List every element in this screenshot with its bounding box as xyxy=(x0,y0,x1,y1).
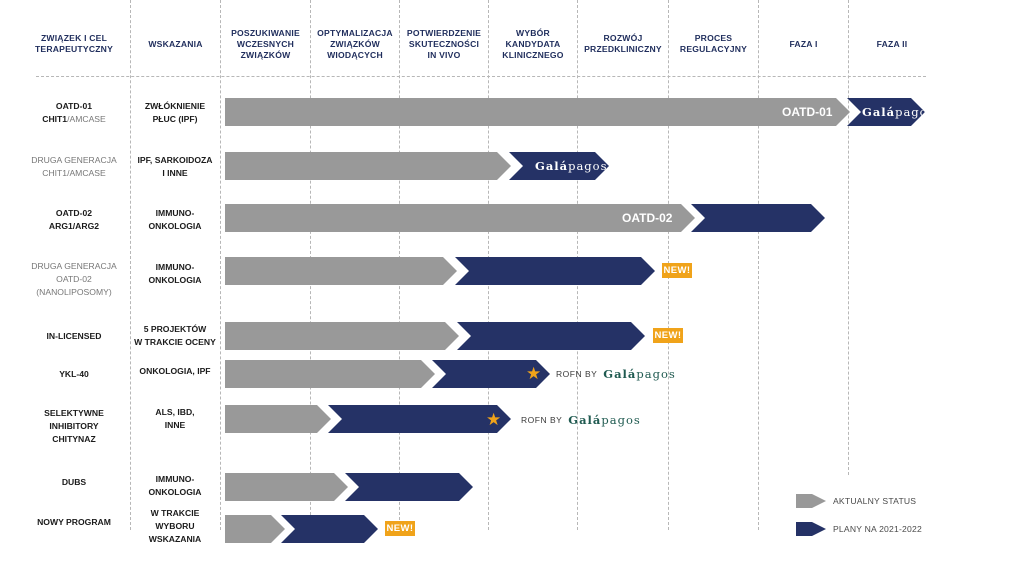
galapagos-logo: Galá pagos xyxy=(535,159,608,173)
compound-label: OATD-01 CHIT1/AMCASE xyxy=(20,98,128,128)
compound-label: DUBS xyxy=(61,476,87,487)
legend-current-label: AKTUALNY STATUS xyxy=(833,496,917,506)
indication-label: IMMUNO- ONKOLOGIA xyxy=(148,208,202,231)
plans-bar xyxy=(455,257,655,285)
compound-name: DRUGA GENERACJA OATD-02 (NANOLIPOSOMY) xyxy=(31,260,117,297)
current-status-bar xyxy=(225,360,435,388)
galapagos-logo: ROFN BY Galá pagos xyxy=(556,367,676,381)
rofn-label: ROFN BY xyxy=(556,369,598,379)
column-divider xyxy=(220,0,221,530)
current-status-bar xyxy=(225,98,850,126)
new-badge: NEW! xyxy=(653,328,683,343)
compound-label: DRUGA GENERACJA OATD-02 (NANOLIPOSOMY) xyxy=(20,259,128,299)
legend-plans-swatch xyxy=(796,522,826,536)
header-compound: ZWIĄZEK I CEL TERAPEUTYCZNY xyxy=(34,33,114,54)
column-divider xyxy=(848,0,849,475)
indication-label: ZWŁÓKNIENIE PŁUC (IPF) xyxy=(144,101,206,124)
compound-name: OATD-01 CHIT1 xyxy=(42,101,93,124)
header-regulatory: PROCES REGULACYJNY xyxy=(679,33,748,54)
header-divider xyxy=(36,76,926,77)
indication-label: IMMUNO- ONKOLOGIA xyxy=(148,262,202,285)
indication-label: IMMUNO- ONKOLOGIA xyxy=(148,474,202,497)
new-badge: NEW! xyxy=(385,521,415,536)
header-in-vivo: POTWIERDZENIE SKUTECZNOŚCI IN VIVO xyxy=(406,27,482,60)
compound-label: DRUGA GENERACJA CHIT1/AMCASE xyxy=(20,152,128,182)
indication-label: W TRAKCIE WYBORU WSKAZANIA xyxy=(148,507,202,544)
plans-bar xyxy=(457,322,645,350)
rofn-label: ROFN BY xyxy=(521,415,563,425)
plans-bar xyxy=(509,152,609,180)
plans-bar xyxy=(328,405,511,433)
star-icon: ★ xyxy=(526,364,542,383)
current-status-bar xyxy=(225,322,459,350)
plans-bar xyxy=(691,204,825,232)
compound-name: DRUGA GENERACJA CHIT1/AMCASE xyxy=(31,155,117,178)
header-phase-1: FAZA I xyxy=(789,38,818,49)
current-status-bar xyxy=(225,204,695,232)
column-divider xyxy=(130,0,131,530)
header-indication: WSKAZANIA xyxy=(148,38,203,49)
compound-label: OATD-02 ARG1/ARG2 xyxy=(48,208,100,231)
galapagos-logo: Galá pagos xyxy=(862,105,935,119)
header-preclinical: ROZWÓJ PRZEDKLINICZNY xyxy=(584,33,662,54)
current-status-bar xyxy=(225,405,331,433)
header-lead-optimization: OPTYMALIZACJA ZWIĄZKÓW WIODĄCYCH xyxy=(317,27,393,60)
column-divider xyxy=(758,0,759,530)
current-status-bar xyxy=(225,473,348,501)
header-early-discovery: POSZUKIWANIE WCZESNYCH ZWIĄZKÓW xyxy=(231,27,300,60)
legend-current-swatch xyxy=(796,494,826,508)
star-icon: ★ xyxy=(486,410,502,429)
bar-label: OATD-02 xyxy=(622,211,673,225)
indication-label: ONKOLOGIA, IPF xyxy=(139,365,211,376)
plans-bar xyxy=(281,515,378,543)
compound-target-suffix: /AMCASE xyxy=(67,114,106,124)
indication-label: 5 PROJEKTÓW W TRAKCIE OCENY xyxy=(134,324,216,347)
current-status-bar xyxy=(225,257,457,285)
indication-label: IPF, SARKOIDOZA I INNE xyxy=(137,155,213,178)
current-status-bar xyxy=(225,515,285,543)
plans-bar xyxy=(345,473,473,501)
indication-label: ALS, IBD, INNE xyxy=(155,407,195,430)
bar-label: OATD-01 xyxy=(782,105,833,119)
header-phase-2: FAZA II xyxy=(876,38,908,49)
compound-label: IN-LICENSED xyxy=(46,330,102,341)
galapagos-logo: ROFN BY Galá pagos xyxy=(521,413,641,427)
compound-label: NOWY PROGRAM xyxy=(37,516,111,527)
new-badge: NEW! xyxy=(662,263,692,278)
plans-bar xyxy=(432,360,550,388)
legend-plans-label: PLANY NA 2021-2022 xyxy=(833,524,922,534)
compound-label: SELEKTYWNE INHIBITORY CHITYNAZ xyxy=(44,407,104,444)
header-candidate-selection: WYBÓR KANDYDATA KLINICZNEGO xyxy=(502,27,564,60)
compound-label: YKL-40 xyxy=(59,368,89,379)
current-status-bar xyxy=(225,152,511,180)
